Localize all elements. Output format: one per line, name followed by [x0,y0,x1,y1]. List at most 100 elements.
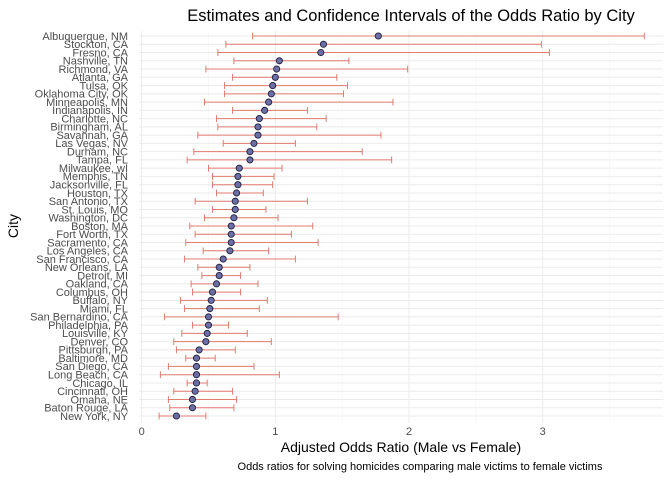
chart-title: Estimates and Confidence Intervals of th… [187,7,635,25]
city-label: Tampa, FL [76,155,128,167]
x-tick-label: 1 [272,426,278,438]
city-label: Tulsa, OK [80,80,129,92]
estimate-point [275,57,283,65]
estimate-point [267,90,275,98]
city-label: Savannah, GA [56,130,128,142]
estimate-point [227,238,235,247]
estimate-point [254,131,262,139]
error-bar [190,280,259,288]
city-label: Richmond, VA [59,64,129,76]
city-label: Louisville, KY [62,328,129,340]
city-label: Fort Worth, TX [56,229,128,241]
city-label: Sacramento, CA [47,237,128,249]
estimate-point [215,263,223,271]
error-bar [204,98,394,106]
error-bar [189,222,314,230]
estimate-point [231,197,239,205]
estimate-point [212,280,221,288]
city-label: Long Beach, CA [48,369,129,381]
city-label: New Orleans, LA [45,262,129,274]
city-label: Birmingham, AL [50,122,128,134]
city-label: Oklahoma City, OK [35,89,129,101]
error-bar [159,371,280,379]
error-bar [212,206,267,213]
error-bar [194,230,292,238]
estimate-point [188,404,197,412]
city-label: Philadelphia, PA [48,320,129,332]
city-label: Columbus, OH [56,287,128,299]
city-label: Memphis, TN [63,171,128,183]
city-label: San Francisco, CA [36,254,128,266]
estimate-point [219,255,227,263]
estimate-point [265,98,273,106]
estimate-point [192,371,201,379]
city-label: Pittsburgh, PA [59,345,129,357]
errorbar-layer [158,32,645,420]
error-bar [202,247,270,255]
error-bar [191,288,242,296]
estimate-point [192,354,201,362]
estimate-point [202,338,210,346]
city-label: Indianapolis, IN [52,105,128,117]
city-label: Minneapolis, MN [46,97,128,109]
estimate-point [204,321,213,329]
city-label: San Diego, CA [55,361,128,373]
error-bar [225,40,542,48]
estimate-point [231,205,239,214]
city-label: Boston, MA [71,221,129,233]
estimate-point [215,272,223,280]
x-tick-label: 0 [139,426,145,438]
estimate-point [246,156,254,164]
error-bar [185,354,216,362]
error-bar [204,214,279,222]
city-label: San Antonio, TX [49,196,129,208]
error-bar [183,305,260,313]
error-bar [181,329,248,337]
city-label: Charlotte, NC [61,113,128,125]
estimate-point [269,82,277,90]
error-bar [167,363,255,370]
estimate-point [192,362,201,370]
city-label: Miami, FL [80,303,128,315]
estimate-point [235,164,243,172]
estimate-point [226,247,234,255]
error-bar [185,239,319,246]
x-tick-labels: 0 1 2 3 [139,426,546,438]
estimate-point [227,230,235,238]
city-label: Denver, CO [71,336,129,348]
y-axis-title: City [5,214,21,238]
estimate-point [204,313,213,321]
estimate-point [172,412,180,420]
x-tick-label: 2 [406,426,412,438]
city-label: Cincinnati, OH [57,386,128,398]
estimate-point [246,148,254,156]
error-bar [232,73,338,81]
error-bar [212,173,275,180]
error-bar [163,313,339,321]
error-bar [183,255,296,263]
x-tick-label: 3 [540,426,546,438]
estimate-point [271,73,279,81]
chart-caption: Odds ratios for solving homicides compar… [238,461,603,473]
city-label: Atlanta, GA [72,72,129,84]
city-label: St. Louis, MO [61,204,128,216]
estimate-point [273,65,281,73]
error-bar [224,82,349,89]
error-bar [186,156,393,164]
estimate-point [233,189,241,197]
error-bar [252,32,645,40]
error-bar [179,296,268,304]
city-label: Nashville, TN [63,56,128,68]
estimate-point [319,40,328,48]
estimate-point [317,48,325,57]
estimate-point [234,181,242,189]
estimate-point [207,296,215,304]
error-bar [193,148,363,156]
estimate-point [188,395,197,404]
error-bar [216,115,327,123]
city-label: Detroit, MI [77,270,128,282]
error-bar [208,164,283,172]
